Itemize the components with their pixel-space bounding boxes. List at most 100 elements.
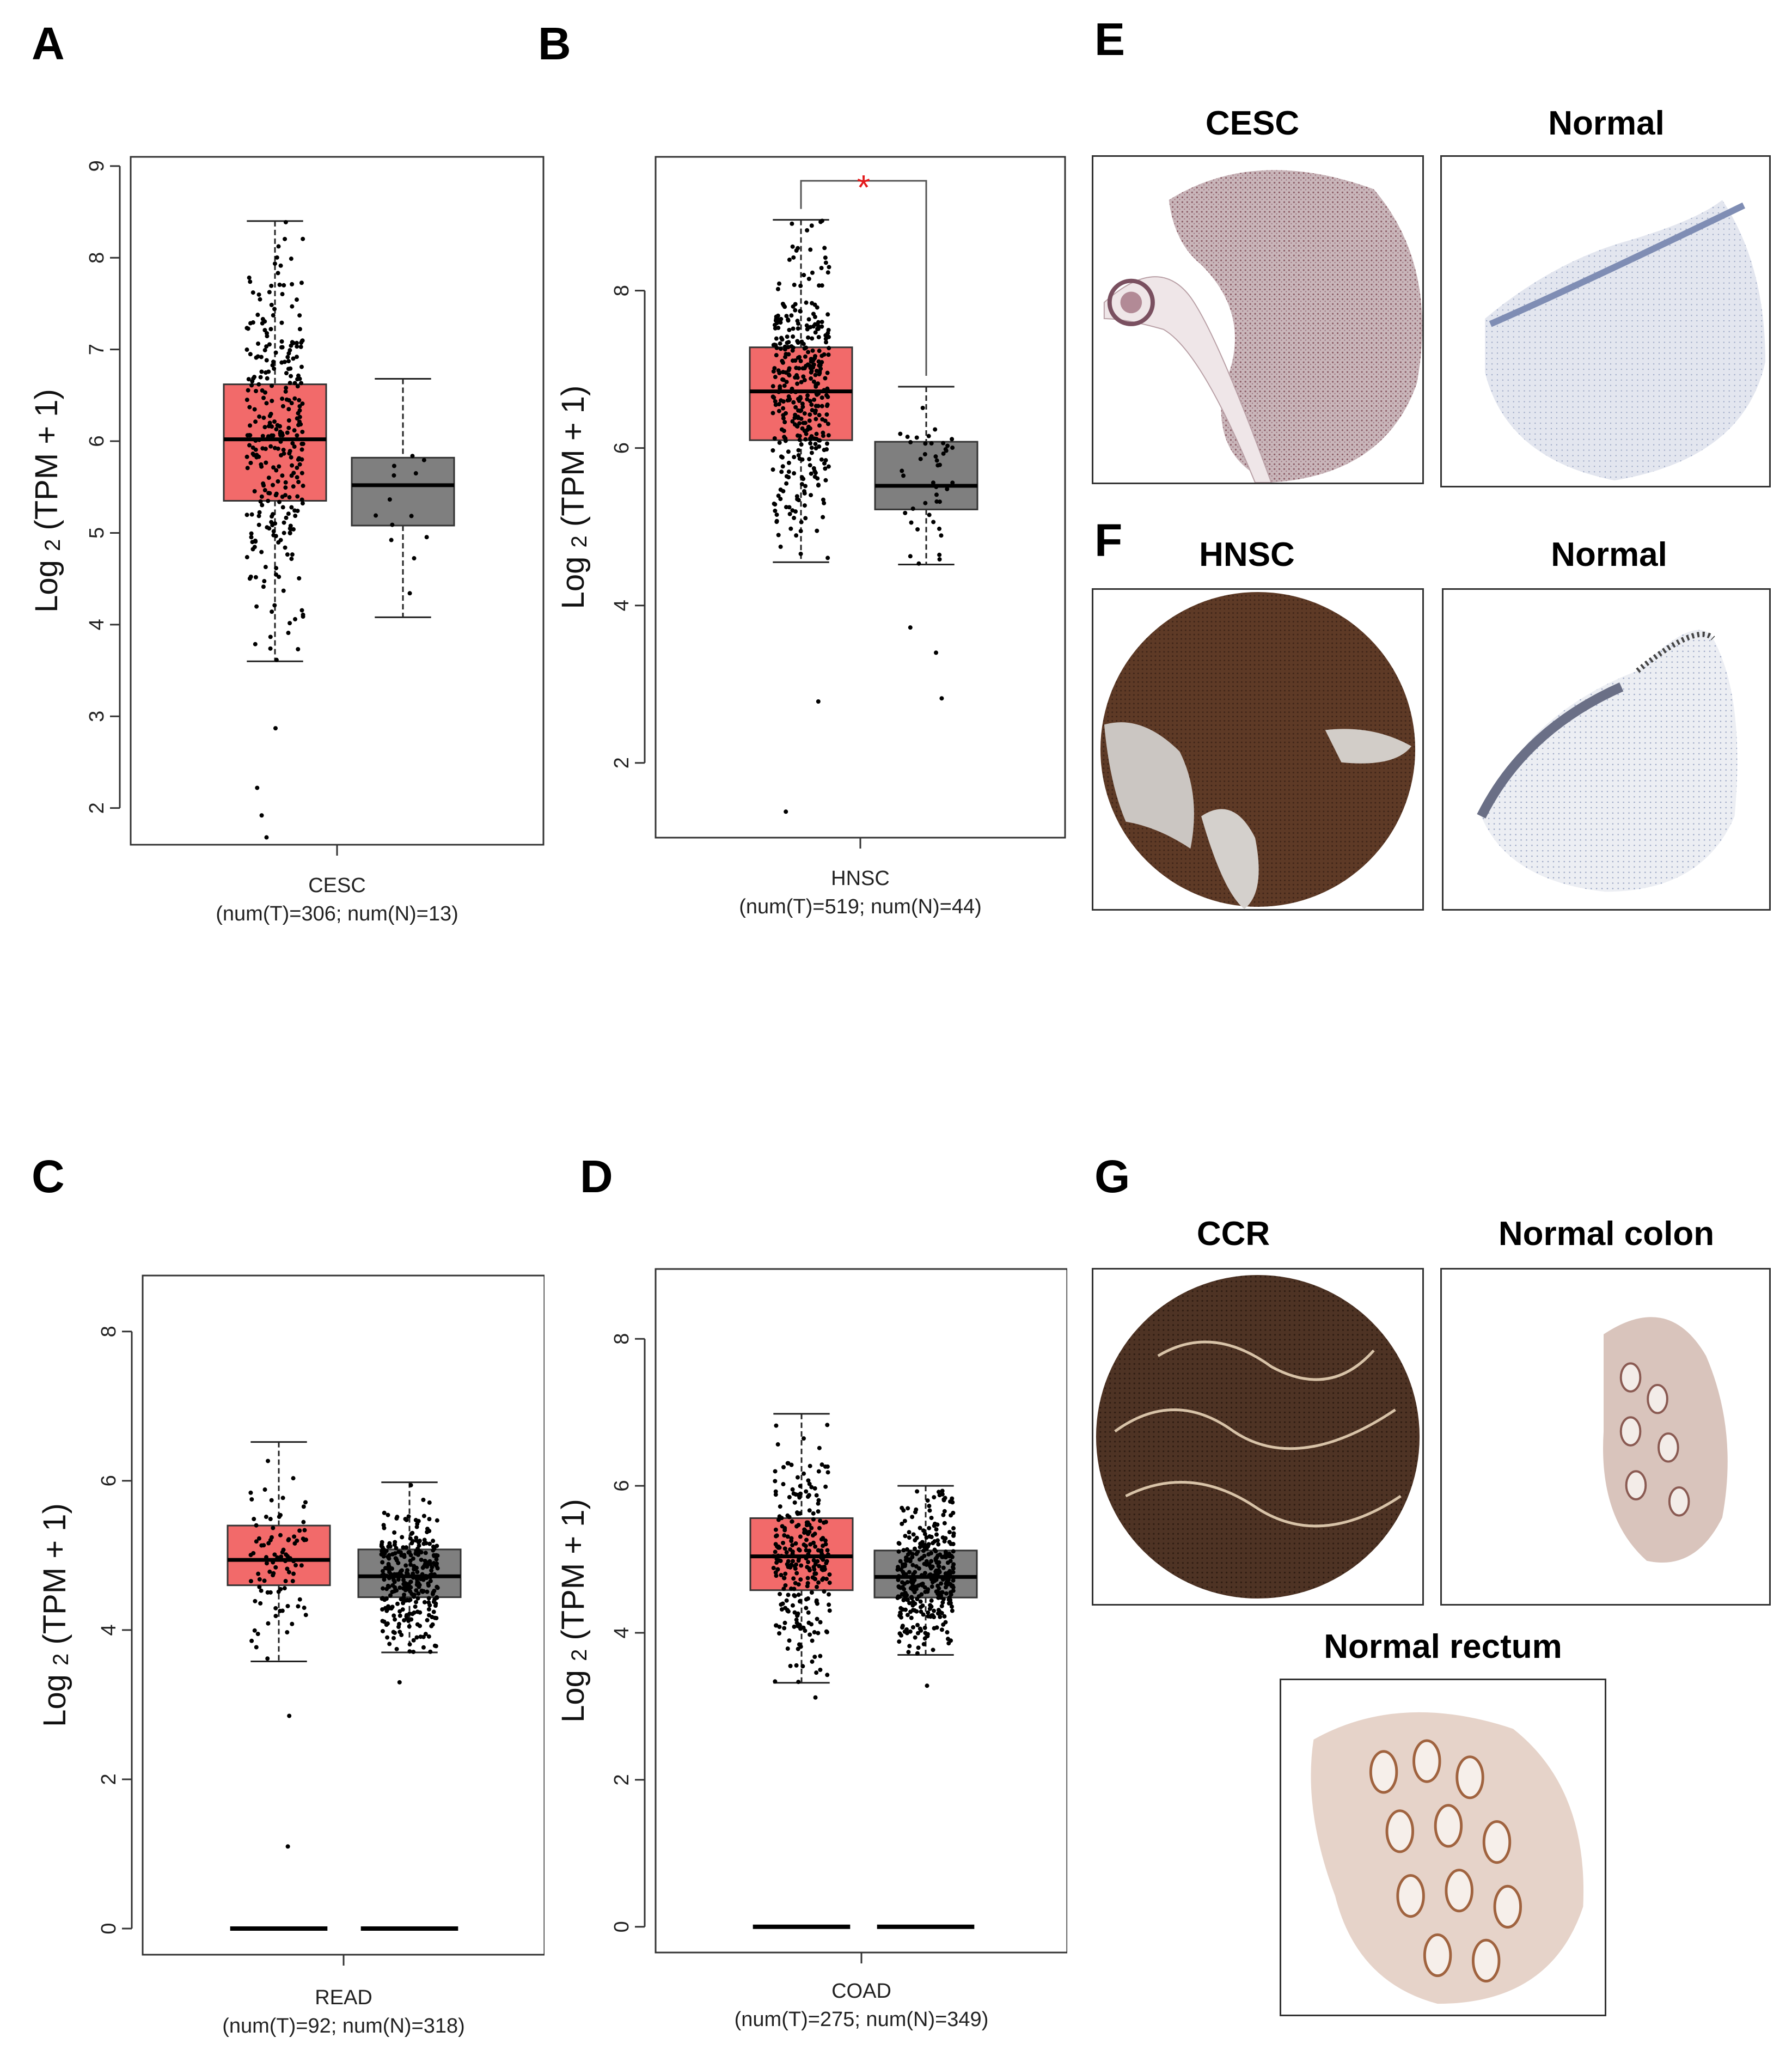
data-point [934, 1532, 939, 1537]
data-point [412, 1567, 417, 1572]
data-point [949, 1604, 954, 1609]
data-point [264, 401, 269, 406]
data-point [395, 1515, 400, 1520]
data-point [773, 1527, 778, 1532]
data-point [929, 1584, 934, 1589]
data-point [256, 514, 261, 518]
data-point [808, 1463, 812, 1468]
data-point [773, 502, 778, 507]
data-point [927, 1504, 932, 1509]
data-point [816, 1469, 821, 1474]
data-point [799, 520, 804, 524]
data-point [299, 280, 304, 285]
data-point [771, 1554, 776, 1559]
data-point [277, 282, 282, 287]
data-point [408, 1482, 413, 1487]
data-point [271, 359, 276, 364]
data-point [297, 576, 302, 581]
data-point [397, 1585, 402, 1590]
data-point [773, 1549, 778, 1554]
data-point [817, 1445, 822, 1450]
data-point [929, 1577, 934, 1582]
data-point [932, 1495, 937, 1500]
box-n [874, 386, 978, 566]
data-point [410, 1574, 415, 1579]
data-point [934, 485, 939, 490]
data-point [814, 1670, 819, 1675]
data-point [810, 1659, 815, 1664]
data-point [292, 396, 297, 401]
data-point [414, 1538, 419, 1543]
data-point [415, 1622, 420, 1627]
data-point [822, 352, 827, 357]
data-point [779, 1607, 784, 1612]
data-point [945, 443, 950, 448]
data-point [274, 491, 279, 496]
data-point [808, 463, 812, 468]
data-point [810, 348, 815, 353]
data-point [901, 1597, 906, 1602]
data-point [798, 283, 803, 288]
data-point [286, 351, 291, 356]
data-point [293, 514, 298, 518]
data-point [817, 363, 822, 368]
data-point [947, 1597, 952, 1602]
data-point [816, 335, 821, 340]
data-point [938, 1614, 943, 1619]
data-point [265, 1590, 270, 1595]
data-point [791, 255, 796, 260]
data-point [244, 398, 249, 402]
data-point [412, 556, 417, 561]
data-point [268, 327, 273, 332]
data-point [914, 1564, 919, 1569]
data-point [257, 1584, 262, 1589]
data-point [790, 1519, 794, 1524]
data-point [290, 552, 295, 557]
data-point [812, 1532, 817, 1536]
data-point [811, 1511, 816, 1516]
data-point [802, 489, 806, 493]
data-point [254, 1539, 259, 1544]
data-point [896, 1573, 901, 1578]
ihc-image-normal-rectum [1280, 1679, 1606, 2016]
data-point [946, 1601, 951, 1606]
data-point [774, 1533, 779, 1538]
data-point [782, 1533, 787, 1538]
data-point [796, 448, 801, 453]
data-point [825, 1470, 830, 1475]
data-point [811, 379, 816, 384]
data-point [270, 514, 274, 519]
data-point [794, 1524, 799, 1529]
data-point [784, 352, 788, 357]
data-point [384, 1587, 389, 1591]
outlier-point [816, 699, 821, 704]
data-point [911, 1580, 916, 1585]
data-point [898, 1606, 903, 1610]
data-point [918, 1599, 923, 1604]
data-point [276, 479, 280, 484]
data-point [249, 1497, 254, 1502]
data-point [808, 412, 812, 417]
data-point [254, 388, 259, 393]
data-point [818, 1654, 823, 1658]
data-point [817, 283, 822, 288]
y-axis-label: Log 2 (TPM + 1) [29, 389, 65, 613]
data-point [950, 1565, 955, 1570]
data-point [947, 1569, 952, 1573]
data-point [809, 1590, 814, 1595]
data-point [779, 427, 784, 432]
data-point [428, 1575, 433, 1579]
data-point [945, 1552, 950, 1557]
data-point [431, 1544, 436, 1549]
data-point [301, 1504, 306, 1509]
data-point [773, 375, 778, 380]
data-point [791, 1491, 796, 1496]
data-point [271, 529, 276, 534]
data-point [926, 1610, 931, 1615]
data-point [905, 1597, 910, 1602]
data-point [934, 1527, 939, 1532]
data-point [770, 384, 775, 389]
data-point [301, 1520, 306, 1524]
data-point [799, 380, 804, 385]
data-point [825, 312, 830, 317]
